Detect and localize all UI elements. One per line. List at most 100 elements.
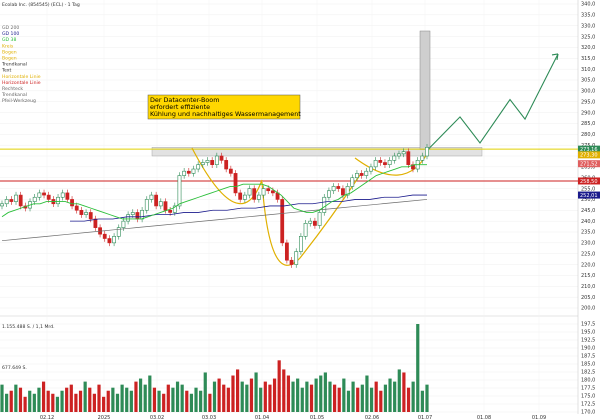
- volume-bar: [102, 396, 106, 412]
- volume-bar: [171, 387, 175, 412]
- legend-item[interactable]: Horizontale Linie: [2, 80, 41, 86]
- price-badge: 273,16: [578, 145, 600, 153]
- candle: [401, 148, 406, 158]
- arc-main: [261, 174, 361, 266]
- candle: [383, 159, 387, 168]
- candle: [112, 233, 116, 247]
- volume-bar: [360, 384, 364, 412]
- volume-bar: [199, 390, 203, 412]
- volume-tick-label: 170,0: [581, 410, 595, 416]
- volume-bar: [194, 387, 198, 412]
- date-tick-label: 01.08: [477, 415, 491, 420]
- legend-item[interactable]: GD 200: [2, 25, 19, 31]
- volume-bar: [111, 387, 115, 412]
- volume-bar: [374, 381, 378, 412]
- candle: [84, 209, 88, 218]
- volume-bar: [69, 384, 73, 412]
- legend-item[interactable]: GD 100: [2, 31, 19, 37]
- volume-bar: [393, 381, 397, 412]
- candle: [252, 185, 257, 203]
- legend-item[interactable]: Trendkanal: [1, 92, 27, 98]
- gd38-line: [1, 164, 427, 220]
- volume-bar: [425, 384, 429, 412]
- volume-bar: [97, 384, 101, 412]
- candles: [0, 144, 429, 268]
- legend-item[interactable]: Bogen: [2, 49, 17, 55]
- legend-item[interactable]: Text: [1, 68, 11, 74]
- legend-item[interactable]: Horizontale Linie: [2, 74, 41, 80]
- candle: [93, 215, 98, 231]
- volume-bar: [32, 393, 36, 412]
- candle: [186, 167, 191, 177]
- volume-bar: [369, 387, 374, 412]
- price-tick-label: 250,0: [581, 197, 595, 203]
- volume-bar: [46, 390, 50, 412]
- arrow-head: [551, 53, 559, 61]
- candle: [135, 209, 140, 223]
- date-tick-label: 02.12: [40, 415, 54, 420]
- candle: [214, 152, 219, 168]
- volume-bar: [314, 378, 318, 412]
- volume-bar: [217, 378, 221, 412]
- volume-bar: [328, 381, 332, 412]
- volume-bar: [208, 393, 212, 412]
- volume-tick-label: 192,5: [581, 338, 595, 344]
- volume-bar: [14, 384, 18, 412]
- candle: [154, 191, 159, 210]
- volume-bar: [115, 393, 120, 412]
- candle: [378, 157, 383, 166]
- volume-bar: [120, 384, 124, 412]
- moving-averages: [1, 164, 428, 242]
- volume-bar: [351, 381, 355, 412]
- volume-bar: [305, 381, 309, 412]
- svg-text:252,01: 252,01: [580, 193, 598, 199]
- legend-item[interactable]: Rechteck: [2, 86, 23, 92]
- volume-bar: [420, 390, 424, 412]
- candle: [191, 165, 196, 177]
- svg-text:273,16: 273,16: [580, 147, 598, 153]
- price-tick-label: 215,0: [581, 273, 595, 279]
- candle: [233, 170, 238, 197]
- volume-bar: [365, 375, 369, 412]
- legend-item[interactable]: GD 38: [2, 37, 16, 43]
- volume-bar: [185, 390, 189, 412]
- volume-bar: [65, 387, 69, 412]
- annotation-line-2: erfordert effiziente: [150, 103, 210, 111]
- candle: [14, 191, 18, 205]
- volume-bar: [83, 381, 87, 412]
- volume-bar: [277, 360, 281, 412]
- volume-bar: [166, 384, 170, 412]
- candle: [387, 157, 392, 168]
- price-tick-label: 330,0: [581, 23, 595, 29]
- date-axis: 02.12 2025 03.02 03.03 01.04 01.05 02.06 01.07 0…: [40, 415, 546, 420]
- volume-tick-label: 172,5: [581, 402, 595, 408]
- legend-item[interactable]: Pfeil-Werkzeug: [2, 98, 36, 104]
- legend-item[interactable]: Trendkanal: [1, 62, 27, 68]
- volume-bar: [9, 390, 13, 412]
- price-tick-label: 285,0: [581, 121, 595, 127]
- candle: [355, 170, 359, 181]
- candle: [102, 230, 107, 242]
- legend-item[interactable]: Bogen: [2, 56, 17, 62]
- volume-bar: [337, 387, 341, 412]
- candle: [392, 152, 397, 164]
- candle: [60, 189, 65, 201]
- price-tick-label: 280,0: [581, 132, 595, 138]
- volume-bar: [383, 384, 388, 412]
- volume-bar: [222, 384, 226, 412]
- volume-bar: [143, 384, 147, 412]
- volume-tick-label: 185,0: [581, 362, 595, 368]
- candle: [149, 191, 154, 203]
- volume-bar: [125, 387, 129, 412]
- volume-tick-label: 195,0: [581, 330, 595, 336]
- volume-bar: [245, 384, 249, 412]
- annotation-box[interactable]: Der Datacenter-Boom erfordert effiziente…: [147, 94, 301, 120]
- candle: [313, 217, 317, 229]
- date-tick-label: 01.05: [310, 415, 324, 420]
- price-badge: 252,01: [578, 191, 600, 199]
- legend-item[interactable]: Kreis: [2, 43, 14, 49]
- volume-tick-label: 177,5: [581, 386, 595, 392]
- volume-bar: [411, 381, 415, 412]
